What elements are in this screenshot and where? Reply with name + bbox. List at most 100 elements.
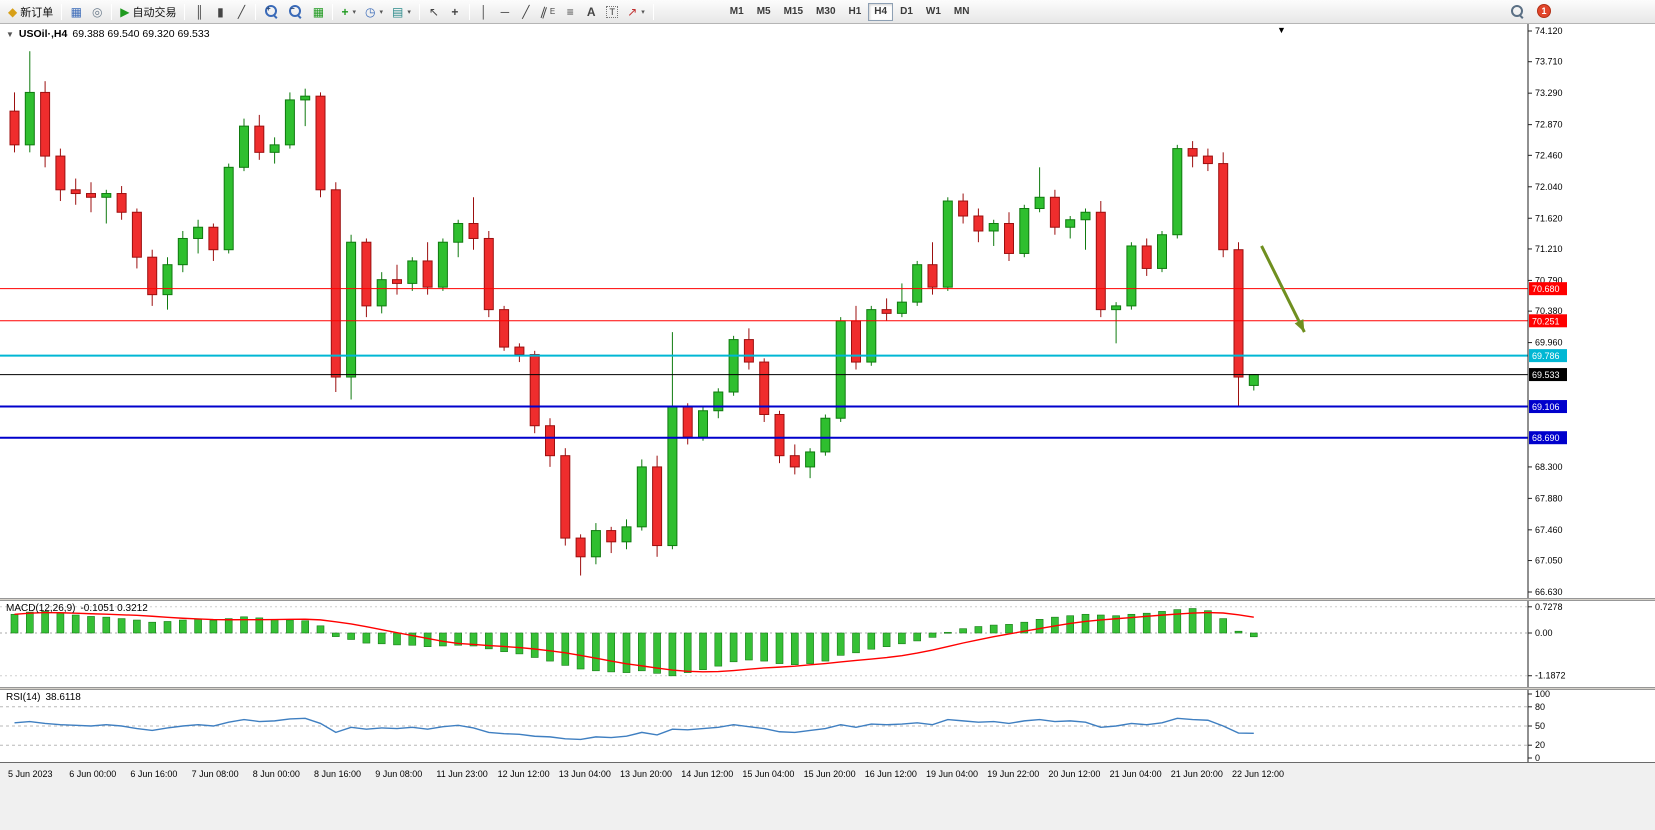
tf-w1-button[interactable]: W1: [925, 6, 941, 17]
candle-body: [1172, 148, 1183, 236]
tf-d1-button[interactable]: D1: [900, 6, 913, 17]
autotrading-icon: ▶: [120, 4, 130, 19]
macd-bar: [1250, 632, 1258, 638]
macd-bar: [1081, 613, 1090, 634]
macd-bar: [10, 613, 19, 634]
one-click-trading-toggle[interactable]: ▼: [6, 29, 14, 39]
tf-m30-button[interactable]: M30: [816, 6, 836, 17]
candle-body: [193, 226, 204, 239]
autotrading-button[interactable]: ▶ 自动交易: [116, 2, 180, 22]
arrow-annotation[interactable]: [1260, 245, 1306, 333]
candle-body: [682, 406, 693, 438]
price-axis-label: 67.050: [1535, 556, 1563, 566]
horizontal-line-button[interactable]: ─: [495, 2, 515, 22]
bar-chart-mode-button[interactable]: ║: [189, 2, 209, 22]
candle-body: [254, 125, 265, 153]
candlestick-chart[interactable]: 74.120 73.710 73.290 72.870 72.460 72.040 71.6…: [0, 24, 1655, 598]
macd-bar: [423, 632, 432, 647]
time-axis-label: 14 Jun 12:00: [681, 769, 734, 779]
price-axis-label: 73.710: [1535, 57, 1563, 67]
status-area: [0, 786, 1655, 830]
indicators-button[interactable]: + ▾: [337, 2, 360, 22]
line-chart-mode-button[interactable]: ╱: [231, 2, 251, 22]
price-tag-label: 70.251: [1532, 316, 1560, 326]
candle-body: [1248, 374, 1259, 386]
macd-panel[interactable]: MACD(12,26,9) -0.1051 0.3212 0.7278 0.00 -…: [0, 601, 1655, 687]
macd-bar: [745, 632, 753, 661]
fibonacci-button[interactable]: ≡: [560, 2, 580, 22]
template-icon: ▤: [392, 4, 404, 19]
price-tag-label: 69.533: [1532, 370, 1560, 380]
rsi-panel[interactable]: RSI(14) 38.6118 100 80 50 20 0: [0, 690, 1655, 762]
clock-icon: ◷: [365, 4, 376, 19]
macd-bar: [913, 632, 922, 642]
main-chart-panel[interactable]: ▼ USOil·,H4 69.388 69.540 69.320 69.533 …: [0, 24, 1655, 598]
candle-body: [376, 279, 387, 307]
tf-m15-button[interactable]: M15: [783, 6, 804, 17]
navigator-button[interactable]: ◎: [87, 2, 107, 22]
panel-splitter[interactable]: [0, 598, 1655, 601]
candle-body: [177, 237, 188, 266]
macd-bar: [561, 632, 570, 666]
candle-body: [606, 530, 617, 543]
zoom-in-button[interactable]: +: [260, 2, 283, 22]
grid-button[interactable]: ▦: [308, 2, 328, 22]
tf-m5-button[interactable]: M5: [756, 6, 771, 17]
search-button[interactable]: [1510, 4, 1525, 19]
zoom-out-button[interactable]: −: [284, 2, 307, 22]
search-icon: [1510, 4, 1525, 19]
time-axis-label: 21 Jun 20:00: [1170, 769, 1223, 779]
text-button[interactable]: A: [581, 2, 601, 22]
macd-bar: [362, 632, 371, 644]
candle-body: [927, 264, 938, 288]
macd-axis-label: 0.00: [1535, 628, 1553, 638]
macd-bar: [790, 632, 799, 665]
price-axis-label: 70.790: [1535, 275, 1563, 285]
time-axis-label: 19 Jun 04:00: [926, 769, 979, 779]
price-tag: [1529, 282, 1567, 296]
tf-mn-button[interactable]: MN: [953, 6, 970, 17]
text-label-button[interactable]: T: [602, 2, 622, 22]
tf-h4-button[interactable]: H4: [868, 2, 894, 21]
chart-title: ▼ USOil·,H4 69.388 69.540 69.320 69.533: [6, 28, 210, 40]
crosshair-icon: +: [451, 4, 459, 19]
chart-shift-marker[interactable]: ▼: [1277, 25, 1286, 35]
arrow-head-icon: [1294, 319, 1305, 333]
toolbar: ◆ 新订单 ▦ ◎ ▶ 自动交易 ║ ▮ ╱ + − ▦ + ▾ ◷ ▾ ▤ ▾…: [0, 0, 1655, 24]
notification-button[interactable]: 1: [1537, 4, 1551, 18]
trendline-button[interactable]: ╱: [516, 2, 536, 22]
cursor-button[interactable]: ↖: [424, 2, 444, 22]
macd-bar: [959, 628, 967, 634]
candle-body: [162, 264, 173, 296]
charts-button[interactable]: ▦: [66, 2, 86, 22]
time-axis-label: 6 Jun 16:00: [130, 769, 178, 779]
bar-chart-icon: ║: [195, 4, 204, 19]
price-axis-label: 70.380: [1535, 306, 1563, 316]
time-axis-label: 11 Jun 23:00: [436, 769, 488, 779]
tf-m1-button[interactable]: M1: [729, 6, 744, 17]
price-tag: [1529, 314, 1567, 328]
macd-bar: [25, 611, 34, 634]
macd-bar: [347, 632, 355, 640]
candle-body: [269, 144, 280, 153]
time-axis-label: 6 Jun 00:00: [69, 769, 117, 779]
candle-body: [300, 95, 311, 101]
periods-button[interactable]: ◷ ▾: [361, 2, 387, 22]
channel-button[interactable]: ∥ E: [537, 2, 559, 22]
macd-bar: [806, 632, 814, 664]
panel-splitter[interactable]: [0, 687, 1655, 690]
rsi-line: [14, 717, 1254, 741]
vertical-line-button[interactable]: │: [474, 2, 494, 22]
macd-bar: [867, 632, 876, 650]
macd-bar: [576, 632, 585, 670]
ohlc-values: 69.388 69.540 69.320 69.533: [72, 28, 210, 40]
macd-signal-line: [14, 611, 1254, 673]
candlestick-mode-button[interactable]: ▮: [210, 2, 230, 22]
crosshair-button[interactable]: +: [445, 2, 465, 22]
templates-button[interactable]: ▤ ▾: [388, 2, 415, 22]
candlestick-icon: ▮: [217, 4, 224, 19]
macd-bar: [637, 632, 646, 672]
tf-h1-button[interactable]: H1: [848, 6, 862, 17]
new-order-button[interactable]: ◆ 新订单: [4, 2, 57, 22]
arrows-button[interactable]: ↗ ▾: [623, 2, 649, 22]
